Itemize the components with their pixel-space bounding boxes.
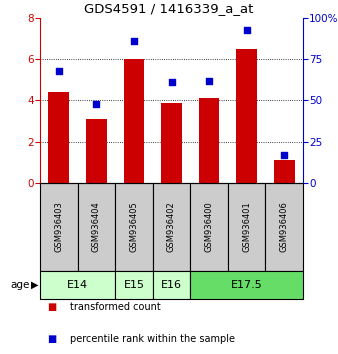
Bar (199, 98, 219, 183)
Bar (115, 271, 153, 299)
Text: transformed count: transformed count (70, 302, 161, 312)
Text: GSM936401: GSM936401 (242, 202, 251, 252)
Point (207, 78, 212, 84)
Point (131, 38, 137, 44)
Point (56, 68, 62, 74)
Bar (236, 49, 257, 183)
Bar (153, 183, 190, 271)
Text: GSM936404: GSM936404 (92, 202, 101, 252)
Bar (153, 271, 190, 299)
Point (94, 101, 99, 107)
Text: E15: E15 (123, 280, 144, 290)
Bar (228, 183, 265, 271)
Text: percentile rank within the sample: percentile rank within the sample (70, 334, 236, 344)
Point (244, 27, 249, 32)
Text: GSM936400: GSM936400 (204, 202, 214, 252)
Text: E16: E16 (161, 280, 182, 290)
Text: E14: E14 (67, 280, 88, 290)
Bar (265, 183, 303, 271)
Text: E17.5: E17.5 (231, 280, 263, 290)
Text: GSM936405: GSM936405 (129, 202, 139, 252)
Text: GDS4591 / 1416339_a_at: GDS4591 / 1416339_a_at (84, 2, 254, 16)
Point (169, 80, 174, 85)
Text: GSM936406: GSM936406 (280, 201, 289, 252)
Text: ▶: ▶ (31, 280, 38, 290)
Bar (40, 271, 115, 299)
Text: GSM936403: GSM936403 (54, 201, 63, 252)
Text: ■: ■ (47, 334, 56, 344)
Bar (78, 183, 115, 271)
Bar (48, 92, 69, 183)
Text: ■: ■ (47, 302, 56, 312)
Bar (190, 271, 303, 299)
Bar (190, 183, 228, 271)
Bar (274, 160, 294, 183)
Bar (124, 59, 144, 183)
Text: age: age (10, 280, 30, 290)
Point (282, 152, 287, 158)
Text: GSM936402: GSM936402 (167, 202, 176, 252)
Bar (161, 103, 182, 183)
Bar (40, 183, 78, 271)
Bar (115, 183, 153, 271)
Bar (86, 119, 107, 183)
